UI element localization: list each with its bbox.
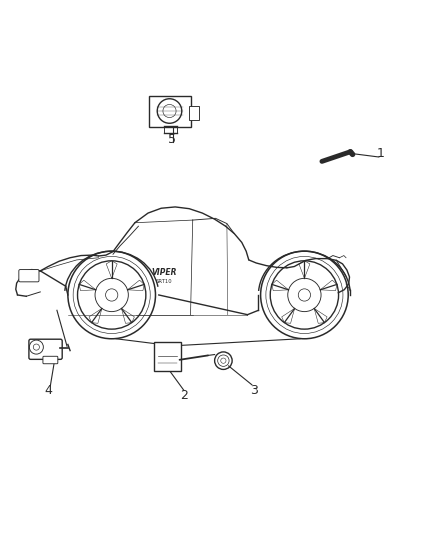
Text: 2: 2 xyxy=(180,389,188,402)
FancyBboxPatch shape xyxy=(29,339,62,359)
Circle shape xyxy=(106,289,118,301)
FancyBboxPatch shape xyxy=(154,342,181,371)
Text: 3: 3 xyxy=(250,384,258,397)
FancyBboxPatch shape xyxy=(189,106,199,120)
Text: 4: 4 xyxy=(44,384,52,397)
FancyBboxPatch shape xyxy=(149,96,191,127)
Circle shape xyxy=(298,289,311,301)
Text: 5: 5 xyxy=(168,133,176,146)
FancyBboxPatch shape xyxy=(19,270,39,282)
Text: VIPER: VIPER xyxy=(152,268,177,277)
Text: SRT10: SRT10 xyxy=(156,279,173,284)
FancyBboxPatch shape xyxy=(43,356,58,364)
Text: 1: 1 xyxy=(377,147,385,160)
